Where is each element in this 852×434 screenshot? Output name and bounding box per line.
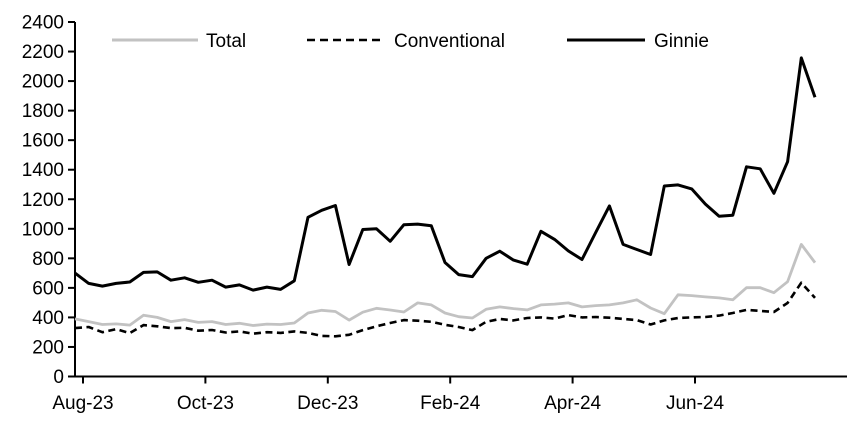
y-axis-tick-label: 2200 [22,42,64,63]
legend-label-conventional: Conventional [394,31,505,52]
y-axis-tick-label: 1400 [22,160,64,181]
x-axis-tick-label: Aug-23 [52,393,113,414]
legend-label-ginnie: Ginnie [654,31,709,52]
x-axis-tick-label: Apr-24 [544,393,601,414]
y-axis-tick-label: 400 [32,308,64,329]
x-axis-tick-label: Jun-24 [666,393,725,414]
series-line-total [74,242,817,327]
y-axis-tick-label: 200 [32,337,64,358]
series-line-conventional [74,281,816,338]
y-axis-tick-label: 0 [53,367,64,388]
y-axis-tick-label: 1200 [22,190,64,211]
x-axis-tick-label: Oct-23 [177,393,234,414]
y-axis-tick-label: 800 [32,249,64,270]
y-axis-tick-label: 600 [32,278,64,299]
series-line-ginnie [74,56,817,292]
legend-label-total: Total [206,31,246,52]
x-axis-tick-label: Feb-24 [420,393,481,414]
x-axis-tick-label: Dec-23 [297,393,358,414]
y-axis-tick-label: 2000 [22,72,64,93]
y-axis-tick-label: 1000 [22,219,64,240]
y-axis-tick-label: 2400 [22,13,64,34]
y-axis-tick-label: 1800 [22,101,64,122]
y-axis-tick-label: 1600 [22,131,64,152]
